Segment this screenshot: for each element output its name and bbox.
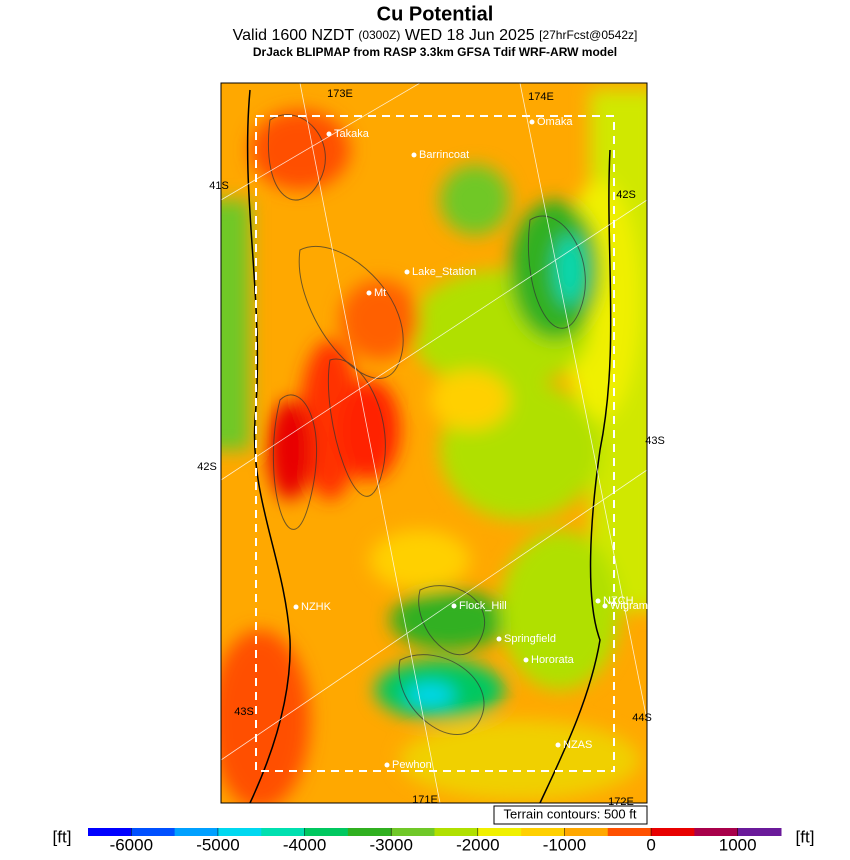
colorbar-segment (217, 828, 262, 836)
grid-label: 172E (608, 796, 634, 808)
colorbar-segment (521, 828, 565, 836)
place-dot (595, 598, 601, 604)
date: WED 18 Jun 2025 (405, 27, 535, 44)
colorbar-segment (391, 828, 435, 836)
grid-label: 173E (327, 88, 353, 100)
colorbar-unit: [ft] (796, 827, 815, 846)
place-label: Springfield (504, 633, 556, 645)
colorbar-label: 0 (646, 835, 655, 854)
place-label: NZAS (563, 739, 592, 751)
place-dot (411, 152, 417, 158)
place-label: Hororata (531, 654, 575, 666)
colorbar-unit: [ft] (53, 827, 72, 846)
valid: Valid 1600 NZDT (233, 27, 355, 44)
colorbar-segment (651, 828, 695, 836)
colorbar-label: 1000 (719, 835, 757, 854)
place-dot (326, 131, 332, 137)
grid-label: 171E (412, 794, 438, 806)
place-dot (496, 636, 502, 642)
colorbar-segment (737, 828, 782, 836)
utc: (0300Z) (358, 28, 400, 42)
colorbar-segment (477, 828, 522, 836)
place-dot (602, 603, 608, 609)
place-label: Omaka (537, 116, 573, 128)
place-label: Barrincoat (419, 149, 469, 161)
colorbar-segment (347, 828, 392, 836)
place-label: Takaka (334, 128, 370, 140)
subtitle: Valid 1600 NZDT (0300Z) WED 18 Jun 2025 … (233, 27, 638, 44)
place-label: NZHK (301, 601, 332, 613)
title: Cu Potential (377, 3, 494, 25)
colorbar-segment (174, 828, 219, 836)
model: DrJack BLIPMAP from RASP 3.3km GFSA Tdif… (253, 45, 617, 59)
colorbar-segment (88, 828, 132, 836)
place-dot (555, 742, 561, 748)
grid-label: 43S (645, 435, 665, 447)
colorbar-segment (131, 828, 176, 836)
grid-label: 44S (632, 712, 652, 724)
colorbar-label: -1000 (543, 835, 586, 854)
grid-label: 42S (197, 461, 217, 473)
place-dot (523, 657, 529, 663)
map-field (221, 83, 647, 803)
terrain-note: Terrain contours: 500 ft (504, 806, 637, 821)
place-dot (384, 762, 390, 768)
colorbar-label: -2000 (456, 835, 499, 854)
colorbar-segment (607, 828, 652, 836)
colorbar-label: -5000 (196, 835, 239, 854)
grid-label: 42S (616, 189, 636, 201)
place-label: NZCH (603, 595, 634, 607)
terrain-box (493, 805, 648, 825)
grid-label: 41S (209, 180, 229, 192)
place-dot (366, 290, 372, 296)
colorbar-segment (564, 828, 609, 836)
colorbar-label: -6000 (110, 835, 153, 854)
colorbar-segment (434, 828, 479, 836)
place-label: Lake_Station (412, 266, 476, 278)
grid-label: 174E (528, 91, 554, 103)
place-label: Pewhon (392, 759, 432, 771)
grid-label: 43S (234, 706, 254, 718)
place-dot (529, 119, 535, 125)
colorbar-segment (304, 828, 349, 836)
place-dot (404, 269, 410, 275)
place-label: Flock_Hill (459, 600, 507, 612)
colorbar-label: -3000 (369, 835, 412, 854)
place-label: Wigram (610, 600, 648, 612)
colorbar-label: -4000 (283, 835, 326, 854)
colorbar-segment (261, 828, 306, 836)
place-label: Mt (374, 287, 386, 299)
map-frame (220, 82, 648, 804)
colorbar-segment (694, 828, 739, 836)
place-dot (451, 603, 457, 609)
forecast: [27hrFcst@0542z] (539, 28, 637, 42)
place-dot (293, 604, 299, 610)
